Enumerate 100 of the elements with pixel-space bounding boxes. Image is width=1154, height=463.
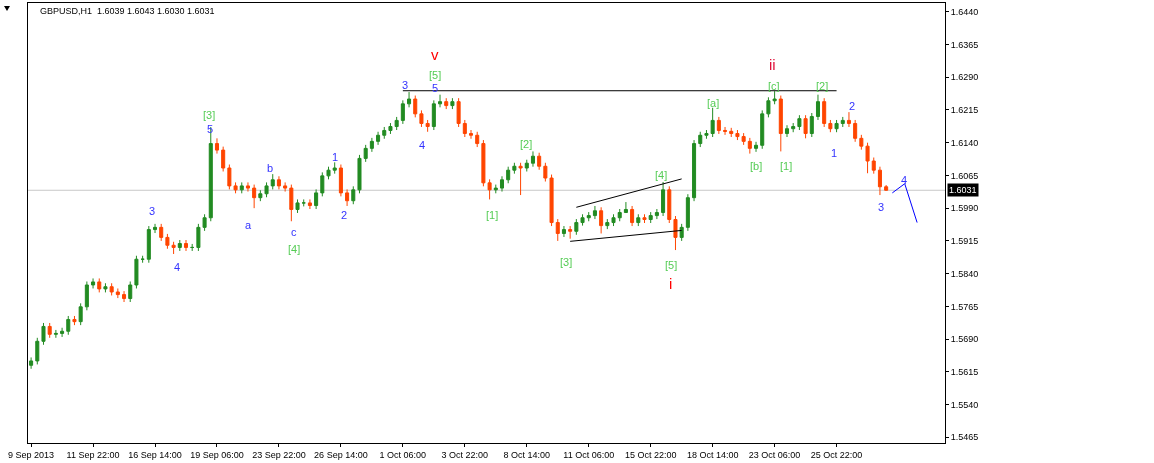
candlestick [134,255,139,289]
candlestick [729,127,734,138]
annotation: 2 [849,100,856,112]
x-tick-label: 11 Oct 06:00 [563,449,615,460]
candlestick [834,119,839,133]
candlestick [462,119,467,138]
candlestick [611,213,616,227]
candlestick [592,205,597,220]
y-tick-label: 1.5915 [950,236,979,247]
candlestick [47,322,52,339]
annotation: [4] [655,169,668,181]
candlestick [332,161,337,175]
candlestick [72,315,77,326]
candlestick [84,280,89,311]
candlestick [723,126,728,136]
annotation: [4] [288,243,301,255]
y-tick-label: 1.6140 [950,137,979,148]
candlestick [524,159,529,172]
annotation: 4 [901,174,908,186]
candlestick [78,302,83,326]
candlestick [797,114,802,131]
candlestick [35,337,40,365]
candlestick [208,126,213,222]
annotation: b [267,162,274,174]
candlestick [345,188,350,207]
candlestick [518,162,523,196]
candlestick [630,205,635,227]
candlestick [499,175,505,193]
annotation: [3] [203,109,216,121]
candlestick [679,223,684,242]
x-tick-label: 15 Oct 22:00 [624,449,677,460]
candlestick [413,95,418,118]
x-tick-label: 18 Oct 14:00 [686,449,739,460]
annotation: [2] [816,80,829,92]
candlestick [146,225,151,264]
annotation: 3 [402,79,409,91]
candlestick [840,116,845,128]
candlestick [692,139,697,202]
candlestick [66,315,71,336]
candlestick [314,188,319,210]
annotation: [a] [707,97,720,109]
annotation: [1] [486,209,499,221]
annotation: ii [769,56,776,73]
x-tick-label: 9 Sep 2013 [8,449,55,460]
candlestick [407,91,412,108]
y-tick-label: 1.5690 [950,334,979,345]
annotation: 4 [174,261,181,273]
annotation: 5 [207,123,214,135]
y-tick-label: 1.5765 [950,301,979,312]
candlestick [338,164,343,197]
candlestick [747,137,752,155]
y-tick-label: 1.6215 [950,105,979,116]
candlestick [153,223,158,234]
candlestick [183,239,189,252]
annotation: [b] [750,160,763,172]
candlestick [871,157,876,175]
y-tick-label: 1.5465 [950,432,979,443]
candlestick [97,277,102,293]
candlestick [103,282,108,293]
candlestick [221,146,226,172]
annotation: 3 [149,205,156,217]
candlestick [91,277,96,289]
y-tick-label: 1.6290 [950,72,979,83]
candlestick [289,184,294,222]
candlestick [809,112,814,138]
candlestick [326,166,331,180]
candlestick [475,131,480,148]
candlestick [159,223,164,242]
candlestick [115,287,120,299]
candlestick [605,218,610,230]
candlestick [512,162,517,175]
candlestick [685,193,690,232]
candlestick [438,94,443,108]
y-tick-label: 1.6440 [950,6,979,17]
candlestick [555,218,560,242]
candlestick [320,171,325,197]
candlestick [778,95,783,152]
y-tick-label: 1.5615 [950,367,979,377]
candlestick [270,173,275,190]
x-tick-label: 23 Oct 06:00 [748,449,801,460]
annotation: 3 [878,201,885,213]
annotation: [3] [560,256,573,268]
candlestick [506,166,511,184]
x-tick-label: 23 Sep 22:00 [252,449,306,460]
annotation: c [291,226,297,238]
chart-title: GBPUSD,H1 1.6039 1.6043 1.6030 1.6031 [40,6,215,16]
candlestick [537,152,542,171]
annotation: [5] [429,69,442,81]
candlestick [828,119,833,133]
y-tick-label: 1.5540 [950,399,979,410]
candlestick [654,208,659,220]
annotation: 2 [341,209,348,221]
candlestick [177,239,182,252]
annotation: i [669,275,673,292]
candlestick [307,198,312,210]
candlestick [846,111,851,128]
candlestick [636,213,641,227]
y-tick-label: 1.5840 [950,268,979,279]
candlestick [214,137,219,155]
candlestick [363,144,368,163]
